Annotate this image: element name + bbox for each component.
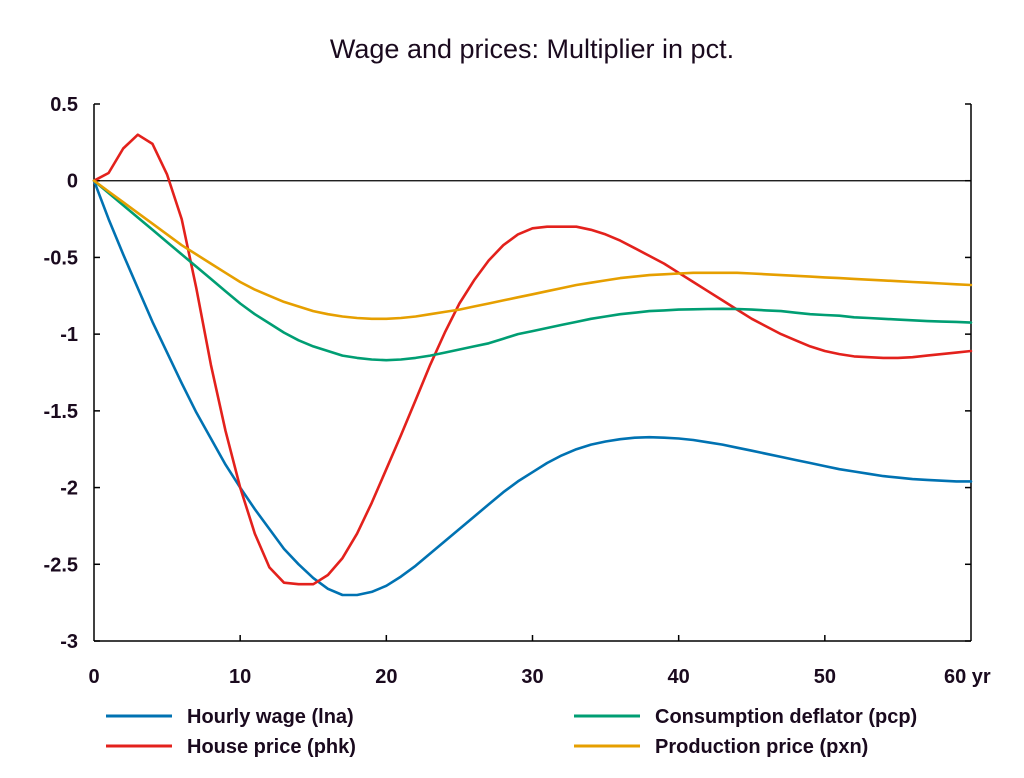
series-line-consumption-deflator	[92, 179, 973, 362]
legend-item-house-price: House price (phk)	[106, 736, 356, 758]
series-layer	[92, 133, 973, 597]
chart-title: Wage and prices: Multiplier in pct.	[330, 34, 734, 64]
y-tick-label: -3	[60, 631, 78, 653]
axes: 0.5 0 -0.5 -1 -1.5 -2 -2.5 -3 0 10 20 30 40 50 60 yr	[44, 94, 991, 688]
y-tick-label: 0	[67, 171, 78, 193]
legend-label: Production price (pxn)	[655, 736, 868, 758]
series-line-hourly-wage	[92, 179, 973, 597]
x-tick-label: 10	[229, 666, 251, 688]
y-tick-label: -0.5	[44, 247, 78, 269]
legend-item-consumption-deflator: Consumption deflator (pcp)	[574, 706, 917, 728]
series-line-house-price	[92, 133, 973, 586]
x-tick-label: 0	[88, 666, 99, 688]
legend-label: Hourly wage (lna)	[187, 706, 354, 728]
y-tick-label: -1	[60, 324, 78, 346]
legend-item-hourly-wage: Hourly wage (lna)	[106, 706, 354, 728]
legend-label: Consumption deflator (pcp)	[655, 706, 917, 728]
series-line-production-price	[92, 179, 973, 321]
y-tick-label: -2	[60, 478, 78, 500]
x-tick-label: 60 yr	[944, 666, 991, 688]
x-tick-label: 20	[375, 666, 397, 688]
legend-item-production-price: Production price (pxn)	[574, 736, 868, 758]
legend: Hourly wage (lna) House price (phk) Consum…	[106, 706, 917, 758]
x-tick-label: 50	[814, 666, 836, 688]
x-tick-label: 40	[668, 666, 690, 688]
y-tick-label: 0.5	[50, 94, 78, 116]
legend-label: House price (phk)	[187, 736, 356, 758]
x-tick-label: 30	[521, 666, 543, 688]
y-tick-label: -1.5	[44, 401, 78, 423]
y-tick-label: -2.5	[44, 554, 78, 576]
